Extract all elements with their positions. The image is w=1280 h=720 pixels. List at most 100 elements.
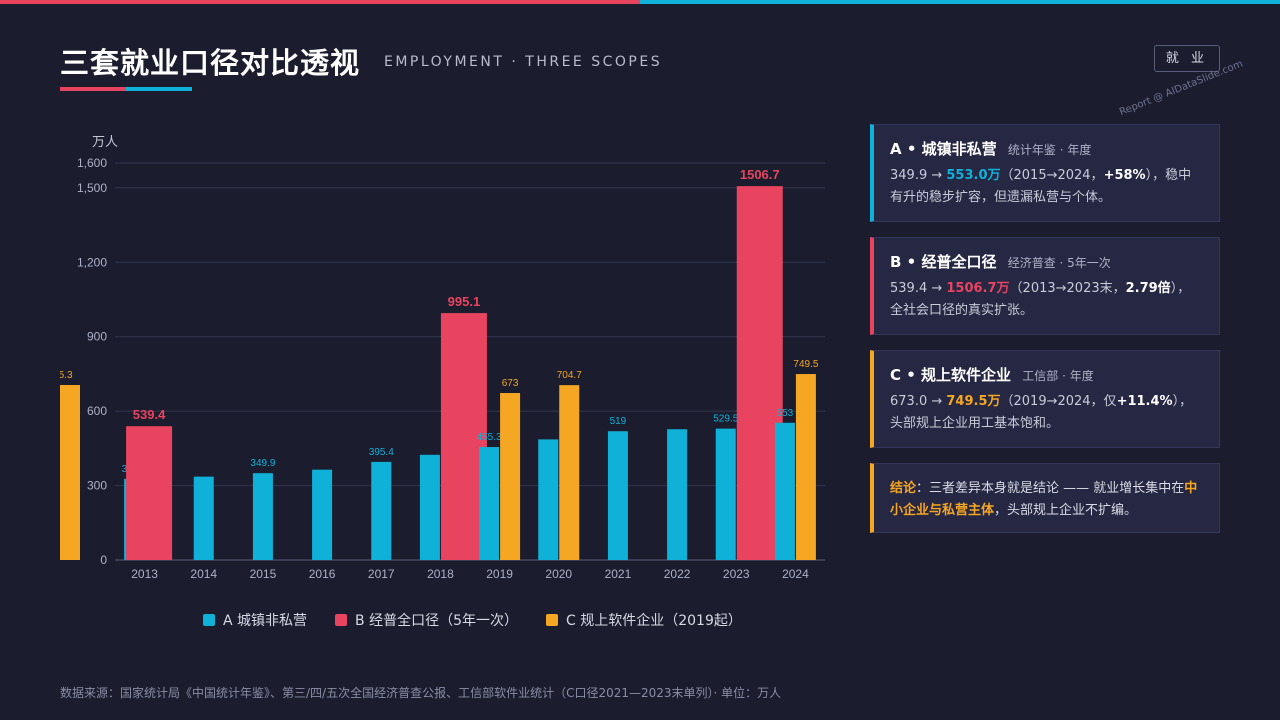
data-label-B-2013: 539.4 (133, 407, 166, 422)
title-underline (60, 87, 192, 91)
card-a-body: 349.9 → 553.0万（2015→2024，+58%），稳中有升的稳步扩容… (890, 165, 1203, 209)
card-a-header: A • 城镇非私营 统计年鉴 · 年度 (890, 138, 1203, 159)
data-label-A-2021: 519 (610, 416, 627, 427)
y-tick-label-300: 300 (87, 479, 107, 493)
conclusion-card: 结论：三者差异本身就是结论 —— 就业增长集中在中小企业与私营主体，头部规上企业… (870, 463, 1220, 533)
card-a-text-3: ），稳中有升的稳步扩容，但遗漏私营与个体。 (890, 168, 1192, 205)
card-c-bold: +11.4% (1116, 394, 1173, 409)
bar-C-2024 (795, 374, 816, 560)
bar-A-2024 (774, 422, 795, 560)
card-c-body: 673.0 → 749.5万（2019→2024，仅+11.4%），头部规上企业… (890, 391, 1203, 435)
x-tick-label-2013: 2013 (131, 567, 158, 581)
legend-item-a: A 城镇非私营 (203, 610, 307, 630)
bar-C-2019 (500, 393, 521, 560)
bar-A-2016 (312, 469, 333, 560)
conclusion-highlight: 中小企业与私营主体 (890, 481, 1198, 518)
card-a-title: A • 城镇非私营 (890, 140, 997, 158)
legend-label-a: A 城镇非私营 (223, 613, 308, 629)
bar-A-2022 (667, 429, 688, 560)
card-b-meta: 经济普查 · 5年一次 (1007, 256, 1111, 270)
card-c-header: C • 规上软件企业 工信部 · 年度 (890, 364, 1203, 385)
bar-A-2023 (715, 428, 736, 560)
card-b-census: B • 经普全口径 经济普查 · 5年一次 539.4 → 1506.7万（20… (870, 237, 1220, 335)
y-tick-label-1600: 1,600 (77, 156, 107, 170)
x-tick-label-2017: 2017 (368, 567, 395, 581)
employment-bar-chart: 万人03006009001,2001,5001,6002013327.3539.… (60, 135, 825, 581)
bar-A-2021 (607, 431, 628, 560)
insight-cards: A • 城镇非私营 统计年鉴 · 年度 349.9 → 553.0万（2015→… (870, 124, 1220, 548)
x-tick-label-2022: 2022 (664, 567, 691, 581)
legend-swatch-c (546, 614, 558, 626)
y-tick-label-0: 0 (100, 553, 107, 567)
data-label-A-2015: 349.9 (250, 458, 275, 469)
bar-A-2015 (252, 473, 273, 560)
x-tick-label-2024: 2024 (782, 567, 809, 581)
data-label-A-2019: 455.3 (477, 432, 502, 443)
card-c-highlight: 749.5万 (946, 394, 1001, 409)
conclusion-body: 结论：三者差异本身就是结论 —— 就业增长集中在中小企业与私营主体，头部规上企业… (890, 478, 1203, 522)
data-label-C-2020: 704.7 (557, 370, 582, 381)
x-tick-label-2014: 2014 (190, 567, 217, 581)
legend-label-b: B 经普全口径（5年一次） (355, 613, 518, 629)
data-label-B-2018: 995.1 (448, 294, 481, 309)
x-tick-label-2016: 2016 (309, 567, 336, 581)
topic-tag: 就 业 (1154, 45, 1220, 72)
card-a-text-2: （2015→2024， (1000, 168, 1104, 183)
x-tick-label-2021: 2021 (605, 567, 632, 581)
data-label-A-2023: 529.5 (713, 414, 738, 425)
x-tick-label-2019: 2019 (486, 567, 513, 581)
bar-A-2014 (193, 476, 214, 560)
conclusion-text-2: ，头部规上企业不扩编。 (994, 503, 1138, 518)
underline-blue (126, 87, 192, 91)
card-a-text-1: 349.9 → (890, 168, 947, 183)
card-c-text-1: 673.0 → (890, 394, 947, 409)
card-b-text-3: ），全社会口径的真实扩张。 (890, 281, 1191, 318)
card-c-title: C • 规上软件企业 (890, 366, 1012, 384)
data-label-C-2024: 749.5 (793, 359, 818, 370)
bar-C-2023 (60, 384, 80, 560)
card-b-header: B • 经普全口径 经济普查 · 5年一次 (890, 251, 1203, 272)
x-tick-label-2018: 2018 (427, 567, 454, 581)
card-b-highlight: 1506.7万 (946, 281, 1010, 296)
conclusion-text-1: ：三者差异本身就是结论 —— 就业增长集中在 (916, 481, 1185, 496)
y-tick-label-600: 600 (87, 404, 107, 418)
legend-swatch-a (203, 614, 215, 626)
card-b-body: 539.4 → 1506.7万（2013→2023末，2.79倍），全社会口径的… (890, 278, 1203, 322)
x-tick-label-2020: 2020 (545, 567, 572, 581)
legend-item-b: B 经普全口径（5年一次） (335, 610, 518, 630)
data-label-C-2023: 705.3 (60, 370, 73, 381)
x-tick-label-2015: 2015 (250, 567, 277, 581)
page-subtitle: EMPLOYMENT · THREE SCOPES (384, 54, 663, 70)
y-tick-label-1500: 1,500 (77, 181, 107, 195)
card-c-text-3: ），头部规上企业用工基本饱和。 (890, 394, 1193, 431)
card-b-text-2: （2013→2023末， (1009, 281, 1126, 296)
card-b-bold: 2.79倍 (1125, 281, 1171, 296)
card-c-text-2: （2019→2024，仅 (1000, 394, 1117, 409)
legend-label-c: C 规上软件企业（2019起） (566, 613, 742, 629)
legend-item-c: C 规上软件企业（2019起） (546, 610, 742, 630)
card-c-meta: 工信部 · 年度 (1022, 369, 1094, 383)
card-b-title: B • 经普全口径 (890, 253, 997, 271)
card-a-bold: +58% (1103, 168, 1146, 183)
data-source-footer: 数据来源：国家统计局《中国统计年鉴》、第三/四/五次全国经济普查公报、工信部软件… (60, 686, 782, 700)
top-accent-red (0, 0, 640, 4)
bar-B-2013 (126, 426, 173, 560)
bar-A-2019 (479, 447, 500, 560)
chart-legend: A 城镇非私营 B 经普全口径（5年一次） C 规上软件企业（2019起） (203, 610, 742, 630)
y-tick-label-900: 900 (87, 330, 107, 344)
conclusion-key: 结论 (890, 481, 917, 496)
card-c-software: C • 规上软件企业 工信部 · 年度 673.0 → 749.5万（2019→… (870, 350, 1220, 448)
data-label-B-2023: 1506.7 (740, 167, 780, 182)
y-axis-unit-label: 万人 (92, 135, 118, 150)
data-label-C-2019: 673 (502, 378, 519, 389)
data-label-A-2017: 395.4 (369, 447, 394, 458)
legend-swatch-b (335, 614, 348, 626)
bar-A-2018 (419, 454, 440, 560)
bar-A-2017 (371, 461, 392, 560)
y-tick-label-1200: 1,200 (77, 255, 107, 269)
top-accent-blue (640, 0, 1280, 4)
page-title: 三套就业口径对比透视 (60, 46, 361, 80)
card-a-urban-nonprivate: A • 城镇非私营 统计年鉴 · 年度 349.9 → 553.0万（2015→… (870, 124, 1220, 222)
card-a-highlight: 553.0万 (946, 168, 1001, 183)
card-a-meta: 统计年鉴 · 年度 (1007, 143, 1092, 157)
